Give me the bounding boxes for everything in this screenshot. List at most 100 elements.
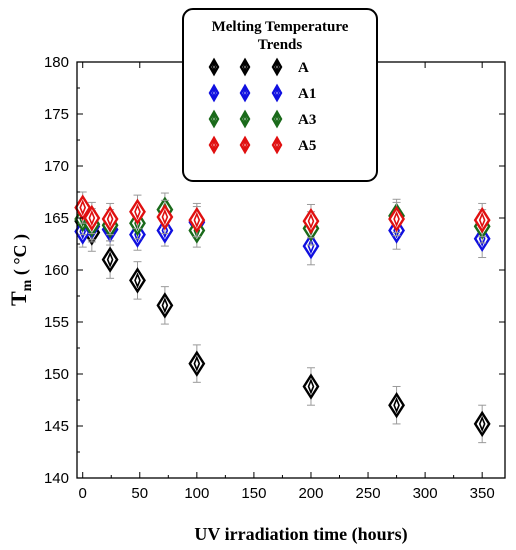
y-axis-title: Tm ( °C ) — [6, 234, 35, 306]
legend-marker-outer — [208, 57, 220, 77]
data-point-a-inner — [193, 355, 201, 372]
data-point-a5 — [74, 194, 92, 221]
legend-marker-outer — [239, 57, 251, 77]
data-point-a-outer — [473, 410, 491, 438]
data-point-a-inner — [393, 397, 400, 414]
legend-marker — [208, 109, 220, 129]
data-point-a5-inner — [134, 203, 141, 220]
data-point-a5 — [156, 203, 174, 231]
data-point-a-inner — [134, 272, 141, 289]
legend-label: A1 — [298, 86, 316, 102]
data-point-a5 — [473, 206, 491, 234]
legend-label: A3 — [298, 112, 316, 128]
y-tick-label: 175 — [44, 106, 69, 123]
legend-marker — [239, 83, 251, 103]
data-point-a — [473, 410, 491, 438]
y-tick-label: 160 — [44, 262, 69, 279]
y-tick-label: 150 — [44, 366, 69, 383]
y-tick-label: 155 — [44, 314, 69, 331]
legend-marker-outer — [271, 109, 283, 129]
data-point-a5-outer — [302, 207, 320, 235]
data-point-a5 — [302, 207, 320, 235]
legend-marker-inner — [274, 86, 280, 100]
data-point-a-outer — [156, 292, 174, 319]
legend-marker — [208, 135, 220, 155]
data-point-a5-outer — [473, 206, 491, 234]
data-point-a-inner — [106, 251, 114, 268]
x-tick-label: 0 — [79, 485, 87, 502]
data-point-a-inner — [161, 297, 169, 314]
data-point-a5-outer — [156, 203, 174, 231]
data-point-a5 — [129, 198, 146, 225]
data-point-a5-outer — [83, 204, 101, 232]
legend-marker — [271, 83, 283, 103]
data-point-a-outer — [129, 267, 146, 294]
data-point-a1-outer — [302, 232, 320, 260]
data-point-a — [302, 373, 320, 400]
legend-marker-outer — [239, 109, 251, 129]
x-tick-label: 200 — [298, 485, 323, 502]
data-point-a5 — [188, 206, 206, 234]
x-axis-title: UV irradiation time (hours) — [194, 524, 407, 545]
legend-marker-outer — [208, 135, 220, 155]
y-tick-label: 165 — [44, 210, 69, 227]
data-point-a5-inner — [478, 211, 486, 229]
legend: Melting Temperature Trends A A1 A3 A5 — [182, 8, 378, 182]
legend-marker-inner — [274, 112, 280, 126]
legend-marker — [271, 135, 283, 155]
data-point-a — [188, 350, 206, 377]
legend-title-line1: Melting Temperature — [212, 19, 349, 35]
data-point-a1-inner — [161, 222, 169, 239]
data-point-a5-inner — [307, 212, 315, 230]
legend-marker-outer — [271, 57, 283, 77]
x-tick-label: 150 — [241, 485, 266, 502]
y-tick-label: 170 — [44, 158, 69, 175]
data-point-a1 — [302, 232, 320, 260]
data-point-a5 — [83, 204, 101, 232]
legend-marker-inner — [242, 86, 248, 100]
x-tick-label: 250 — [356, 485, 381, 502]
data-point-a-outer — [302, 373, 320, 400]
data-point-a5-outer — [101, 205, 119, 233]
data-point-a-outer — [188, 350, 206, 377]
legend-marker — [208, 83, 220, 103]
x-tick-label: 50 — [131, 485, 148, 502]
legend-marker-inner — [211, 60, 217, 74]
data-point-a — [101, 246, 119, 273]
legend-marker — [239, 109, 251, 129]
data-point-a-outer — [101, 246, 119, 273]
legend-label: A5 — [298, 138, 316, 154]
data-point-a-outer — [388, 391, 405, 419]
data-point-a5-inner — [88, 209, 96, 227]
data-point-a5-inner — [193, 211, 201, 229]
data-point-a5-outer — [188, 206, 206, 234]
legend-marker — [208, 57, 220, 77]
legend-marker — [271, 57, 283, 77]
legend-marker-inner — [242, 112, 248, 126]
x-tick-label: 350 — [470, 485, 495, 502]
legend-marker-inner — [274, 138, 280, 152]
data-point-a5-inner — [393, 210, 400, 228]
data-point-a5-outer — [74, 194, 92, 221]
legend-marker-inner — [242, 138, 248, 152]
legend-marker-outer — [239, 83, 251, 103]
data-point-a5-inner — [106, 210, 114, 228]
legend-marker-outer — [271, 83, 283, 103]
legend-marker — [239, 135, 251, 155]
legend-marker-inner — [211, 138, 217, 152]
legend-marker-outer — [208, 83, 220, 103]
data-point-a5 — [388, 205, 405, 233]
legend-marker-outer — [239, 135, 251, 155]
data-point-a5 — [101, 205, 119, 233]
data-point-a1-inner — [307, 237, 315, 255]
legend-label: A — [298, 60, 309, 76]
data-point-a5-inner — [79, 199, 87, 216]
legend-marker-inner — [242, 60, 248, 74]
data-point-a — [129, 267, 146, 294]
x-tick-label: 100 — [184, 485, 209, 502]
legend-title-line2: Trends — [258, 37, 303, 53]
data-point-a-inner — [478, 415, 486, 433]
legend-marker-outer — [208, 109, 220, 129]
legend-marker — [239, 57, 251, 77]
